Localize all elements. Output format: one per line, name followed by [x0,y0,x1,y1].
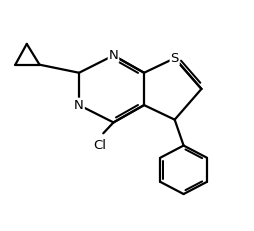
Text: N: N [108,49,118,62]
Text: Cl: Cl [93,140,105,152]
Text: N: N [74,99,84,112]
Text: S: S [170,52,178,65]
